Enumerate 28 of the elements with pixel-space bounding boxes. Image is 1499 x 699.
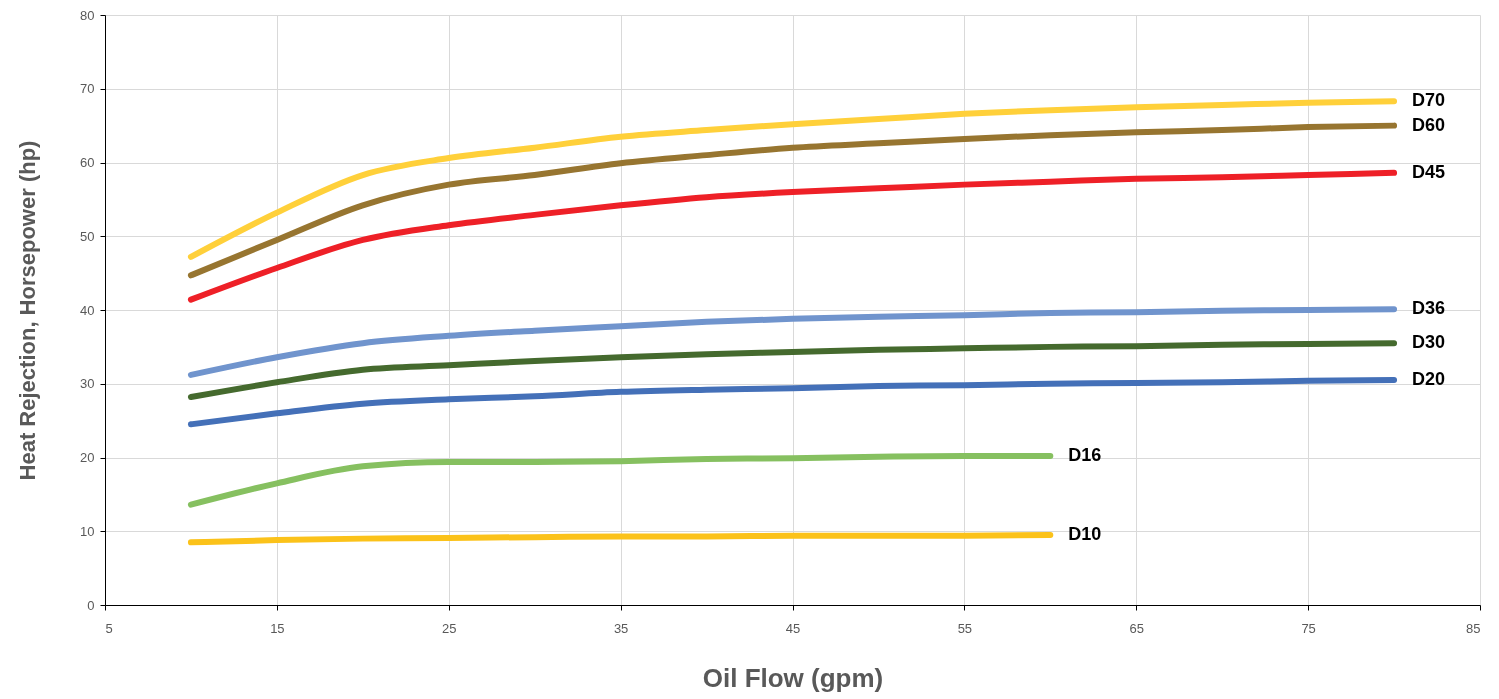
y-tick-label: 20 (80, 450, 95, 465)
x-tick-label: 15 (270, 620, 285, 636)
series-label: D60 (1412, 114, 1446, 135)
y-tick-label: 40 (80, 302, 95, 318)
x-axis-title: Oil Flow (gpm) (702, 662, 884, 693)
x-tick-label: 45 (785, 620, 801, 636)
x-tick-label: 55 (957, 620, 973, 636)
x-tick-label: 25 (442, 620, 457, 636)
x-tick-label: 5 (105, 620, 113, 636)
y-tick-label: 80 (80, 7, 95, 23)
x-tick-label: 35 (613, 620, 629, 636)
y-axis-title: Heat Rejection, Horsepower (hp) (15, 140, 41, 481)
y-tick-label: 10 (80, 523, 95, 539)
y-tick-label: 50 (80, 228, 95, 244)
x-tick-label: 75 (1301, 620, 1316, 636)
series-label: D36 (1412, 298, 1446, 319)
y-tick-label: 0 (87, 597, 95, 613)
y-tick-label: 60 (80, 155, 95, 170)
series-label: D30 (1412, 332, 1446, 353)
y-tick-label: 70 (80, 81, 95, 97)
series-label: D16 (1068, 445, 1102, 466)
series-label: D70 (1412, 90, 1446, 111)
series-label: D45 (1412, 161, 1446, 182)
series-label: D10 (1068, 523, 1102, 544)
x-tick-label: 85 (1466, 620, 1481, 636)
series-label: D20 (1412, 369, 1446, 390)
x-tick-label: 65 (1129, 620, 1144, 636)
y-tick-label: 30 (80, 376, 95, 392)
